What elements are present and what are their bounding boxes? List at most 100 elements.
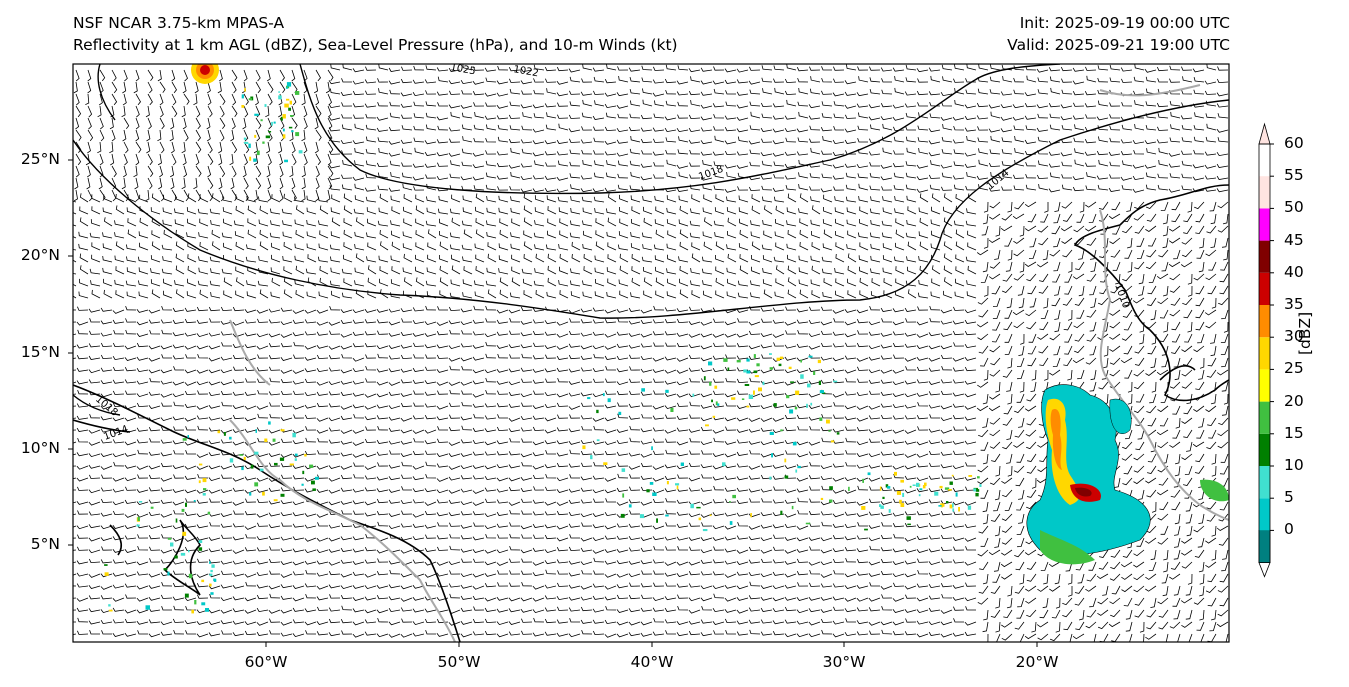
reflectivity-cell (807, 383, 811, 388)
wind-barb (497, 65, 509, 71)
wind-barb (856, 163, 869, 169)
wind-barb (640, 547, 653, 552)
wind-barb (484, 525, 497, 530)
reflectivity-cell (958, 507, 960, 512)
wind-barb (1002, 369, 1013, 378)
wind-barb (666, 159, 677, 167)
wind-barb (689, 437, 701, 443)
wind-barb (1064, 345, 1073, 355)
wind-barb (135, 153, 140, 166)
wind-barb (568, 546, 581, 552)
wind-barb (354, 231, 365, 239)
wind-barb (161, 268, 173, 275)
wind-barb (616, 104, 629, 109)
wind-barb (243, 105, 249, 118)
wind-barb (640, 309, 653, 314)
wind-barb (964, 405, 977, 410)
wind-barb (737, 280, 749, 287)
wind-barb (365, 66, 377, 71)
wind-barb (580, 561, 593, 566)
wind-barb (677, 594, 689, 599)
reflectivity-cell (280, 493, 285, 497)
wind-barb (845, 557, 857, 563)
wind-barb (1162, 213, 1169, 225)
wind-barb (328, 524, 341, 529)
wind-barb (185, 498, 197, 503)
wind-barb (400, 453, 413, 457)
wind-barb (604, 450, 617, 456)
wind-barb (256, 309, 269, 314)
wind-barb (1170, 561, 1181, 570)
wind-barb (1192, 441, 1205, 448)
wind-barb (196, 306, 209, 312)
wind-barb (1109, 102, 1121, 107)
wind-barb (509, 354, 521, 359)
wind-barb (76, 560, 89, 565)
wind-barb (1054, 321, 1061, 333)
wind-barb (460, 104, 473, 109)
wind-barb (388, 67, 401, 72)
wind-barb (1221, 237, 1229, 248)
wind-barb (1109, 333, 1121, 340)
wind-barb (856, 357, 869, 362)
wind-barb (689, 174, 701, 179)
wind-barb (727, 278, 737, 287)
wind-barb (676, 369, 689, 374)
wind-barb (100, 428, 113, 433)
wind-barb (748, 403, 761, 408)
wind-barb (449, 522, 461, 527)
wind-barb (255, 69, 261, 82)
wind-barb (640, 621, 653, 626)
wind-barb (677, 101, 689, 107)
wind-barb (544, 524, 557, 529)
wind-barb (1146, 609, 1157, 618)
wind-barb (279, 69, 285, 82)
wind-barb (1132, 139, 1145, 145)
wind-barb (616, 513, 629, 518)
wind-barb (532, 547, 545, 552)
wind-barb (942, 76, 953, 83)
wind-barb (833, 66, 845, 71)
wind-barb (389, 101, 401, 107)
wind-barb (400, 379, 413, 384)
reflectivity-cell (746, 405, 750, 408)
wind-barb (1040, 561, 1049, 571)
wind-barb (1150, 597, 1157, 608)
colorbar-segment (1259, 466, 1270, 499)
wind-barb (280, 463, 293, 468)
wind-barb (1109, 345, 1121, 352)
wind-barb (415, 242, 425, 251)
wind-barb (928, 595, 941, 600)
wind-barb (820, 608, 833, 613)
wind-barb (928, 561, 941, 566)
wind-barb (954, 291, 965, 299)
wind-barb (880, 547, 893, 552)
wind-barb (1049, 369, 1061, 376)
wind-barb (568, 560, 581, 565)
wind-barb (533, 486, 545, 491)
wind-barb (654, 255, 665, 263)
wind-barb (892, 439, 905, 444)
wind-barb (787, 193, 797, 203)
wind-barb (412, 415, 425, 420)
wind-barb (316, 596, 329, 601)
wind-barb (1013, 77, 1025, 83)
wind-barb (124, 549, 137, 553)
wind-barb (281, 438, 293, 443)
wind-barb (99, 189, 106, 201)
wind-barb (388, 476, 401, 481)
wind-barb (832, 477, 845, 482)
wind-barb (341, 268, 353, 275)
wind-barb (592, 367, 605, 373)
wind-barb (99, 117, 104, 130)
wind-barb (270, 267, 281, 275)
reflectivity-cell (205, 608, 209, 612)
wind-barb (1217, 585, 1229, 593)
wind-barb (808, 596, 821, 601)
wind-barb (326, 189, 331, 202)
wind-barb (1017, 597, 1025, 608)
wind-barb (868, 511, 881, 516)
wind-barb (1123, 321, 1133, 331)
wind-barb (760, 585, 773, 589)
wind-barb (1026, 321, 1037, 330)
